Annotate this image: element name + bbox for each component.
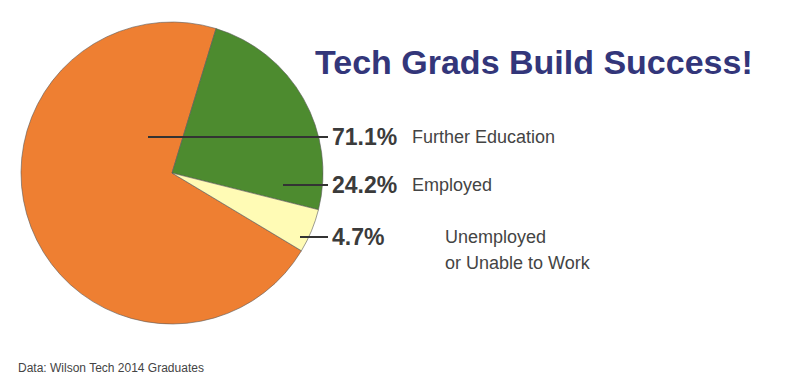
svg-text:Tech Grads Build Success!: Tech Grads Build Success! — [315, 43, 753, 81]
svg-text:Further Education: Further Education — [412, 127, 555, 147]
svg-text:Employed: Employed — [412, 175, 492, 195]
svg-text:Data: Wilson Tech 2014 Graduat: Data: Wilson Tech 2014 Graduates — [18, 361, 204, 375]
svg-text:or Unable to Work: or Unable to Work — [445, 253, 591, 273]
svg-text:4.7%: 4.7% — [332, 224, 384, 250]
svg-text:24.2%: 24.2% — [332, 172, 397, 198]
svg-text:Unemployed: Unemployed — [445, 227, 546, 247]
svg-text:71.1%: 71.1% — [332, 124, 397, 150]
